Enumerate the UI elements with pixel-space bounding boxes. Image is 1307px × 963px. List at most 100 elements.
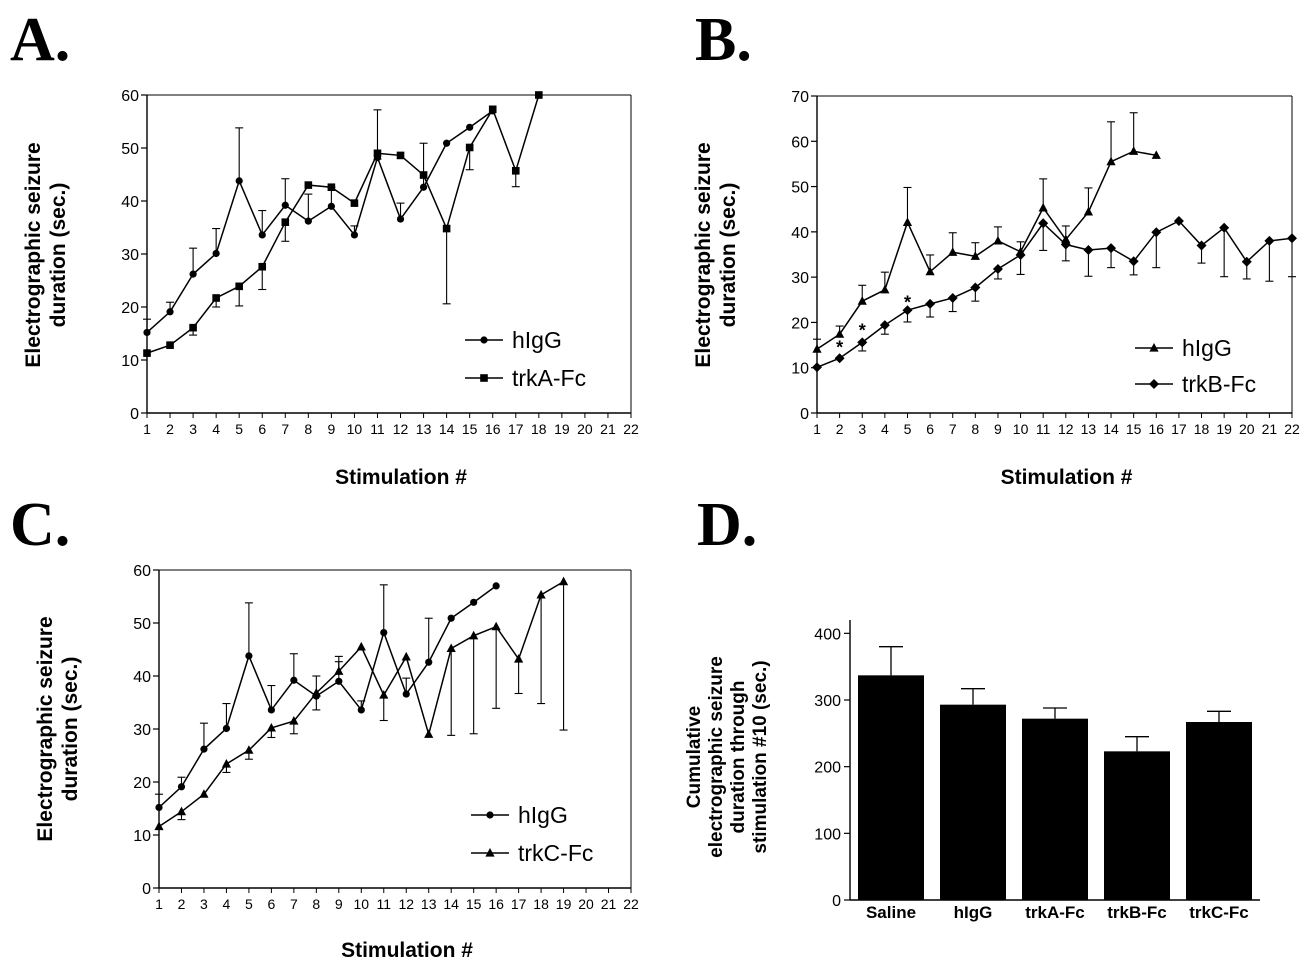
data-point [327, 183, 336, 192]
data-point [1129, 146, 1139, 155]
x-tick-label: 8 [312, 896, 320, 912]
data-point [267, 706, 275, 714]
data-point [1038, 218, 1049, 229]
data-point [492, 582, 500, 590]
data-point [244, 745, 254, 754]
data-point [465, 143, 474, 152]
x-tick-label: 18 [1194, 421, 1210, 437]
data-point [511, 166, 520, 175]
data-point [1106, 156, 1116, 166]
data-point [311, 687, 321, 697]
data-point [189, 323, 197, 332]
x-tick-label: 15 [462, 421, 478, 437]
x-tick-label: 1 [143, 421, 151, 437]
data-point [514, 654, 524, 663]
panel-letter: C. [10, 491, 70, 559]
x-tick-label: 9 [327, 421, 335, 437]
x-tick-label: 16 [488, 896, 504, 912]
x-tick-label: 14 [439, 421, 455, 437]
x-tick-label: 1 [155, 896, 163, 912]
y-axis-label-line: duration (sec.) [47, 183, 70, 328]
x-tick-label: 18 [533, 896, 549, 912]
x-tick-label: 11 [376, 896, 391, 912]
bar [1022, 718, 1088, 900]
y-axis-label: Electrographic seizureduration (sec.) [22, 142, 70, 367]
data-point [177, 783, 186, 791]
y-tick-label: 300 [814, 693, 841, 710]
x-tick-label: 20 [578, 896, 594, 912]
y-tick-label: 100 [814, 826, 841, 843]
category-label: trkA-Fc [1025, 903, 1085, 922]
data-point [154, 821, 164, 831]
data-point [357, 706, 365, 714]
x-tick-label: 8 [304, 421, 312, 437]
legend: hIgG trkC-Fc [471, 802, 593, 866]
x-tick-label: 21 [600, 421, 616, 437]
y-tick-label: 30 [133, 722, 151, 739]
y-tick-label: 0 [832, 893, 841, 910]
data-point [1083, 244, 1094, 255]
series-higg [155, 582, 500, 812]
y-tick-label: 60 [791, 134, 809, 151]
x-tick-label: 2 [178, 896, 186, 912]
x-tick-label: 19 [556, 896, 572, 912]
data-point [289, 716, 299, 725]
y-axis-label-line: duration (sec.) [59, 657, 82, 802]
legend-marker [1149, 379, 1159, 389]
data-point [1151, 150, 1161, 159]
bar [1104, 751, 1170, 900]
data-point [993, 235, 1003, 245]
y-tick-label: 40 [133, 669, 151, 686]
legend-label: trkC-Fc [518, 840, 593, 866]
data-point [221, 758, 232, 768]
x-tick-label: 7 [949, 421, 957, 437]
legend-marker [480, 336, 488, 344]
data-point [902, 217, 913, 226]
legend-label: trkA-Fc [512, 365, 586, 391]
chart-panel-d: D. 0 100 200 300 400 Cumulativeelectrographic … [684, 491, 1260, 922]
data-point [902, 305, 913, 316]
y-tick-label: 20 [121, 300, 139, 317]
data-point [1061, 234, 1071, 244]
data-point [880, 284, 890, 294]
x-tick-label: 4 [881, 421, 889, 437]
y-tick-label: 40 [121, 194, 139, 211]
data-point [857, 296, 867, 305]
series-line [816, 150, 1157, 350]
bar [940, 704, 1006, 900]
x-axis-label: Stimulation # [1001, 466, 1133, 489]
x-tick-label: 22 [623, 896, 639, 912]
y-axis-label-line: stimulation #10 (sec.) [750, 660, 771, 853]
data-point [235, 282, 243, 291]
data-point [281, 201, 289, 209]
data-point [189, 270, 197, 278]
x-tick-label: 9 [335, 896, 343, 912]
x-axis-label: Stimulation # [335, 466, 467, 489]
data-point [356, 641, 366, 651]
data-point [1128, 256, 1139, 267]
data-point [419, 171, 428, 179]
data-point [335, 677, 343, 685]
data-point [166, 341, 174, 349]
data-point [327, 202, 335, 210]
y-tick-label: 30 [121, 247, 139, 264]
category-label: trkC-Fc [1189, 903, 1249, 922]
y-axis-label-line: duration through [728, 680, 749, 833]
x-tick-label: 6 [926, 421, 934, 437]
data-point [1106, 243, 1117, 254]
data-point [1083, 206, 1094, 216]
data-point [488, 105, 497, 114]
y-axis-label: Cumulativeelectrographic seizureduration… [684, 656, 771, 858]
data-point [992, 263, 1003, 274]
data-point [235, 177, 243, 185]
x-tick-label: 10 [1013, 421, 1029, 437]
x-tick-label: 5 [235, 421, 243, 437]
significance-marker: * [836, 337, 843, 357]
y-axis-label-line: Electrographic seizure [22, 142, 45, 367]
x-tick-label: 7 [281, 421, 289, 437]
y-tick-label: 10 [121, 353, 139, 370]
data-point [536, 589, 546, 599]
series-line [158, 585, 497, 808]
